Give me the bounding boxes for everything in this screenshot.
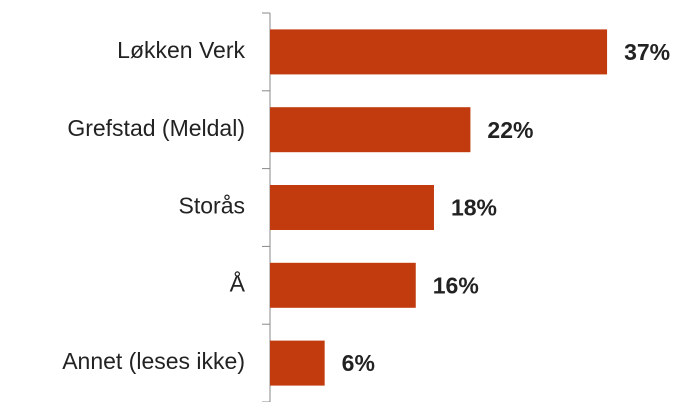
bar [270, 340, 325, 386]
value-label: 18% [451, 195, 497, 221]
category-label: Storås [179, 193, 245, 219]
category-label: Annet (leses ikke) [62, 348, 245, 374]
value-label: 6% [342, 350, 375, 376]
bar [270, 185, 434, 230]
bar [270, 262, 416, 308]
category-label: Å [230, 269, 246, 296]
bar [270, 29, 608, 75]
value-label: 37% [624, 39, 670, 65]
category-label: Grefstad (Meldal) [67, 115, 245, 141]
value-label: 16% [433, 272, 479, 298]
bar [270, 107, 471, 153]
category-label: Løkken Verk [117, 37, 245, 63]
value-label: 22% [487, 117, 533, 143]
